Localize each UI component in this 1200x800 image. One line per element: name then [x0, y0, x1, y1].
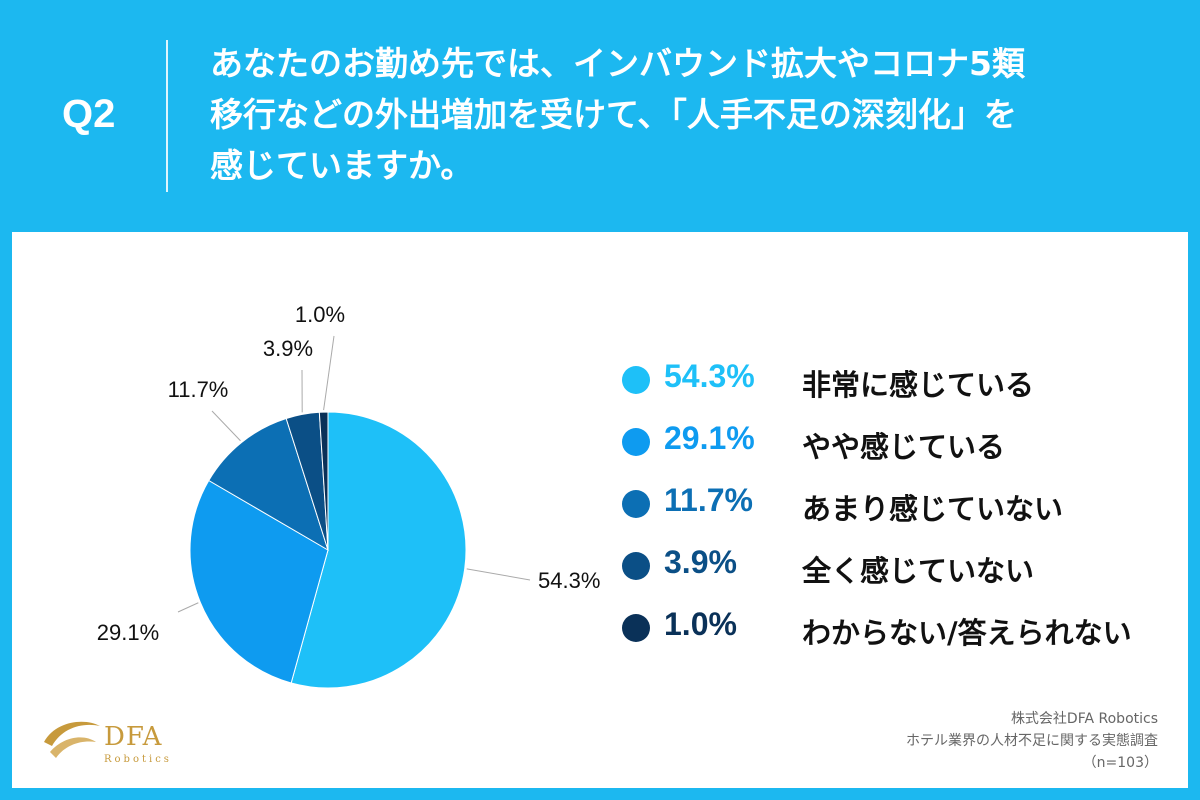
source-note: 株式会社DFA Robotics ホテル業界の人材不足に関する実態調査 （n=1… [906, 708, 1158, 774]
legend-item-2: 29.1% やや感じている [622, 420, 1182, 482]
question-line-1: あなたのお勤め先では、インバウンド拡大やコロナ5類 [210, 44, 1025, 83]
legend-item-3: 11.7% あまり感じていない [622, 482, 1182, 544]
legend-dot-icon [622, 366, 650, 394]
legend-item-5: 1.0% わからない/答えられない [622, 606, 1182, 668]
legend-percent: 3.9% [664, 544, 737, 580]
source-sample: （n=103） [1082, 755, 1158, 771]
source-survey: ホテル業界の人材不足に関する実態調査 [906, 733, 1158, 749]
legend-item-1: 54.3% 非常に感じている [622, 358, 1182, 420]
legend-percent: 11.7% [664, 482, 753, 518]
logo-subtext: Robotics [104, 754, 172, 765]
slice-value-label-3: 11.7% [168, 377, 229, 402]
legend-label: 非常に感じている [802, 368, 1035, 402]
leader-line-3 [211, 410, 241, 442]
leader-line-5 [323, 335, 335, 411]
question-number: Q2 [62, 92, 116, 136]
question-line-3: 感じていますか。 [210, 146, 474, 185]
legend-label: やや感じている [802, 430, 1006, 464]
chart-legend: 54.3% 非常に感じている 29.1% やや感じている 11.7% あまり感じていない 3… [622, 358, 1182, 668]
source-company: 株式会社DFA Robotics [1010, 711, 1158, 727]
legend-label: 全く感じていない [802, 554, 1035, 588]
legend-item-4: 3.9% 全く感じていない [622, 544, 1182, 606]
legend-percent: 29.1% [664, 420, 755, 456]
legend-dot-icon [622, 490, 650, 518]
legend-percent: 1.0% [664, 606, 737, 642]
leader-line-1 [466, 568, 531, 581]
leader-line-2 [177, 602, 199, 613]
slice-value-label-2: 29.1% [97, 620, 159, 645]
question-line-2: 移行などの外出増加を受けて、「人手不足の深刻化」を [210, 95, 1017, 134]
header-banner: Q2 あなたのお勤め先では、インバウンド拡大やコロナ5類 移行などの外出増加を受… [0, 0, 1200, 232]
slice-value-label-1: 54.3% [538, 568, 600, 593]
logo-text: DFA [104, 722, 163, 752]
slice-value-label-5: 1.0% [295, 302, 345, 327]
legend-dot-icon [622, 614, 650, 642]
company-logo [38, 712, 188, 772]
pie-slice-1 [290, 411, 467, 689]
pie-slice-5 [318, 411, 329, 551]
pie-slice-3 [208, 417, 329, 552]
pie-slice-2 [189, 479, 329, 684]
logo-swoosh-icon [44, 721, 100, 758]
legend-label: あまり感じていない [802, 492, 1064, 526]
header-divider [166, 40, 168, 192]
legend-dot-icon [622, 428, 650, 456]
legend-dot-icon [622, 552, 650, 580]
slice-value-label-4: 3.9% [263, 336, 313, 361]
legend-percent: 54.3% [664, 358, 755, 394]
question-text: あなたのお勤め先では、インバウンド拡大やコロナ5類 移行などの外出増加を受けて、… [210, 38, 1170, 191]
legend-label: わからない/答えられない [802, 616, 1132, 650]
